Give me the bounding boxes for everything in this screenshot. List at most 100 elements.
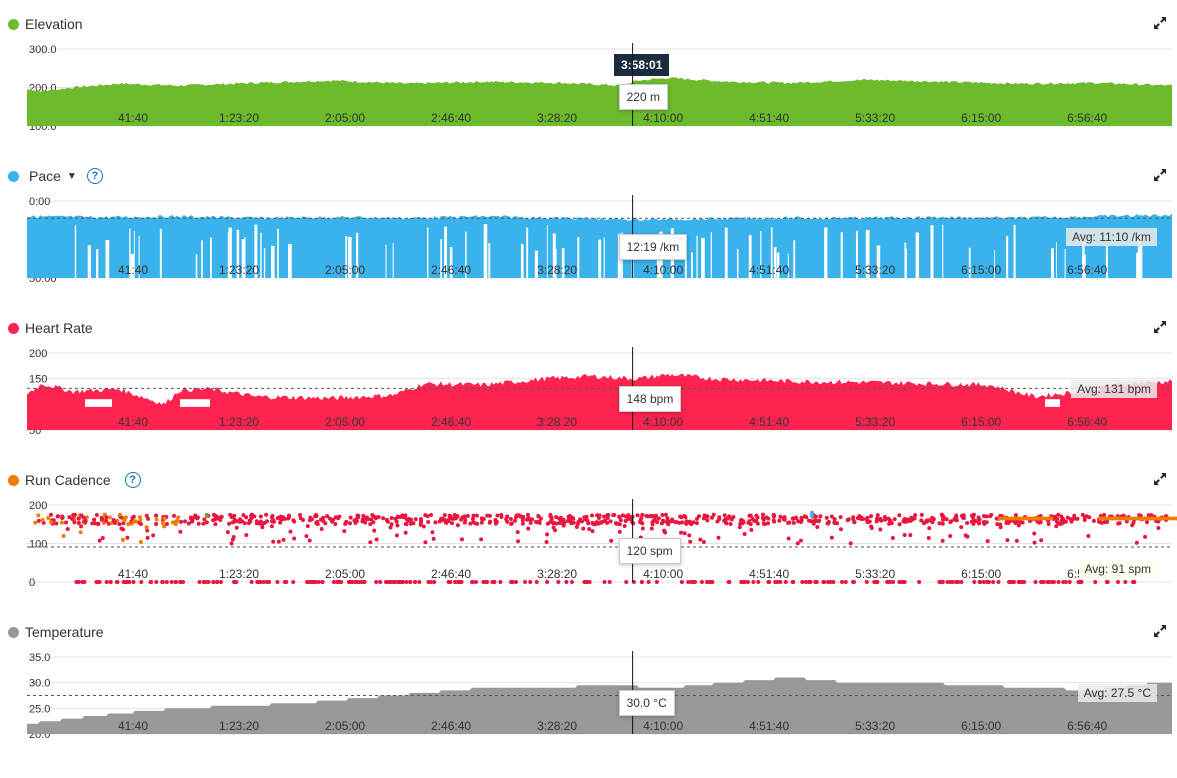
cadence-point bbox=[1098, 516, 1102, 521]
cadence-point bbox=[413, 517, 418, 522]
cadence-point bbox=[1056, 512, 1061, 517]
cadence-point bbox=[60, 516, 65, 521]
cadence-point bbox=[717, 517, 722, 522]
pace-gap bbox=[488, 243, 491, 278]
cadence-point bbox=[369, 517, 374, 522]
x-tick-label: 2:05:00 bbox=[325, 111, 365, 125]
cadence-point bbox=[516, 513, 521, 518]
cadence-point bbox=[1043, 516, 1047, 521]
pace-gap bbox=[773, 247, 777, 278]
cadence-point bbox=[687, 533, 692, 538]
cadence-point bbox=[1128, 516, 1132, 521]
cadence-point bbox=[446, 517, 451, 522]
help-icon[interactable]: ? bbox=[86, 168, 103, 184]
cadence-point bbox=[83, 518, 88, 523]
cadence-point bbox=[138, 521, 143, 526]
cadence-point bbox=[120, 537, 125, 542]
cadence-point bbox=[490, 580, 495, 584]
cadence-point bbox=[120, 527, 125, 532]
cadence-point bbox=[1107, 516, 1111, 521]
cadence-point bbox=[218, 580, 223, 584]
cadence-point bbox=[125, 535, 130, 540]
cadence-point bbox=[950, 580, 955, 584]
cadence-point bbox=[373, 516, 378, 521]
cadence-point bbox=[897, 522, 902, 527]
pace-gap bbox=[534, 250, 539, 278]
expand-icon[interactable] bbox=[1153, 624, 1167, 638]
cadence-point bbox=[860, 516, 865, 521]
cadence-point bbox=[1063, 580, 1068, 584]
cadence-point bbox=[1004, 516, 1008, 521]
pace-gap bbox=[760, 230, 762, 278]
x-tick-label: 41:40 bbox=[118, 567, 148, 581]
temperature-panel: 35.0 30.0 25.0 20.0 41:40 1:23:20 2:05:00 2:46:… bbox=[0, 608, 1177, 760]
cadence-point bbox=[747, 513, 752, 518]
cadence-point bbox=[930, 515, 935, 520]
cadence-point bbox=[650, 520, 655, 525]
x-tick-label: 4:51:40 bbox=[749, 567, 789, 581]
cadence-point bbox=[609, 538, 614, 543]
x-tick-label: 6:15:00 bbox=[961, 719, 1001, 733]
cadence-point bbox=[211, 580, 216, 584]
cadence-point bbox=[1082, 517, 1087, 522]
pace-gap bbox=[793, 240, 796, 278]
cadence-point bbox=[234, 525, 239, 530]
cadence-point bbox=[622, 523, 627, 528]
cadence-point bbox=[1134, 540, 1139, 545]
cadence-point bbox=[413, 580, 418, 584]
cadence-point bbox=[145, 535, 150, 540]
cadence-point bbox=[395, 523, 400, 528]
cadence-point bbox=[569, 580, 574, 584]
pace-gap bbox=[87, 245, 92, 278]
cadence-point bbox=[49, 512, 54, 517]
pace-gap bbox=[444, 226, 448, 278]
x-tick-label: 1:23:20 bbox=[219, 719, 259, 733]
cadence-point bbox=[74, 580, 79, 584]
cadence-point bbox=[54, 521, 59, 526]
cadence-point bbox=[731, 515, 736, 520]
expand-icon[interactable] bbox=[1153, 472, 1167, 486]
caret-down-icon[interactable]: ▼ bbox=[66, 170, 77, 182]
cadence-point bbox=[984, 514, 989, 519]
pace-chart[interactable]: 0:0025:0050:0041:401:23:202:05:002:46:40… bbox=[0, 152, 1177, 304]
cadence-point bbox=[183, 519, 188, 524]
cadence-point bbox=[162, 516, 167, 521]
cadence-point bbox=[692, 580, 697, 584]
cadence-point bbox=[598, 520, 603, 525]
cadence-point bbox=[552, 520, 557, 525]
cadence-point bbox=[154, 521, 159, 526]
cadence-point bbox=[472, 521, 477, 526]
cadence-point bbox=[1131, 516, 1135, 521]
temperature-chart[interactable]: 35.030.025.020.041:40 1:23:20 2:05:00 2:46:… bbox=[0, 608, 1177, 760]
expand-icon[interactable] bbox=[1153, 320, 1167, 334]
cadence-point bbox=[557, 520, 562, 525]
cadence-point bbox=[1028, 516, 1032, 521]
cadence-point bbox=[1143, 534, 1148, 539]
cadence-point bbox=[202, 517, 207, 522]
cadence-point bbox=[826, 580, 831, 584]
cadence-point bbox=[1059, 514, 1064, 519]
expand-icon[interactable] bbox=[1153, 16, 1167, 30]
heart_rate-chart[interactable]: 2001501005041:401:23:202:05:002:46:403:2… bbox=[0, 304, 1177, 456]
cadence-point bbox=[425, 514, 430, 519]
cadence-point bbox=[1130, 523, 1135, 528]
cadence-point bbox=[114, 580, 119, 584]
cadence-point bbox=[766, 521, 771, 526]
pace-gap bbox=[277, 247, 279, 278]
cadence-point bbox=[710, 580, 715, 584]
cadence-chart[interactable]: 200 100 0 41:40 1:23:20 2:05:00 2:46:40 3:28:20… bbox=[0, 456, 1177, 608]
cadence-point bbox=[305, 524, 310, 529]
cadence-point bbox=[46, 515, 51, 520]
cadence-point bbox=[808, 519, 813, 524]
help-icon[interactable]: ? bbox=[124, 472, 141, 488]
cadence-point bbox=[567, 514, 572, 519]
cadence-point bbox=[1122, 516, 1126, 521]
expand-icon[interactable] bbox=[1153, 168, 1167, 182]
panel-title: Pace bbox=[29, 168, 61, 184]
cadence-point bbox=[144, 525, 149, 530]
cadence-point bbox=[1091, 518, 1096, 523]
pace-gap bbox=[748, 235, 752, 278]
cadence-point bbox=[112, 521, 117, 526]
cadence-point bbox=[520, 521, 525, 526]
